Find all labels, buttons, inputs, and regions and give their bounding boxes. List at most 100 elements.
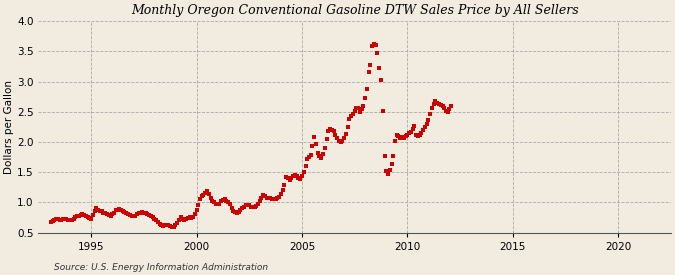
Point xyxy=(333,139,344,143)
Point xyxy=(437,104,448,109)
Point xyxy=(346,114,356,118)
Point xyxy=(296,174,307,178)
Point xyxy=(274,195,285,199)
Point xyxy=(365,62,376,67)
Point xyxy=(314,154,325,158)
Point xyxy=(446,103,456,108)
Point xyxy=(407,126,418,131)
Point xyxy=(147,215,158,219)
Point xyxy=(115,207,126,212)
Point xyxy=(167,224,178,229)
Point xyxy=(103,213,114,217)
Point xyxy=(439,106,450,110)
Point xyxy=(331,136,342,140)
Point xyxy=(330,133,341,137)
Point xyxy=(361,87,372,91)
Point xyxy=(51,216,61,221)
Point xyxy=(412,134,423,138)
Point xyxy=(354,109,365,114)
Point xyxy=(190,212,200,217)
Point xyxy=(214,201,225,206)
Point xyxy=(123,212,134,217)
Point xyxy=(371,43,381,48)
Point xyxy=(149,216,160,221)
Point xyxy=(130,213,140,218)
Point xyxy=(145,213,156,218)
Point xyxy=(219,197,230,202)
Point xyxy=(205,195,216,200)
Point xyxy=(70,215,81,219)
Point xyxy=(295,177,306,181)
Point xyxy=(95,209,105,213)
Point xyxy=(442,109,453,114)
Point xyxy=(181,217,192,221)
Point xyxy=(223,200,234,204)
Point xyxy=(156,223,167,227)
Point xyxy=(288,174,298,178)
Point xyxy=(356,107,367,112)
Point xyxy=(151,218,161,223)
Point xyxy=(423,117,434,122)
Point xyxy=(237,206,248,211)
Point xyxy=(433,102,444,106)
Point xyxy=(66,218,77,222)
Point xyxy=(246,204,256,209)
Point xyxy=(217,198,228,202)
Point xyxy=(173,218,184,223)
Point xyxy=(348,111,358,116)
Point xyxy=(284,178,295,182)
Point xyxy=(389,139,400,143)
Point xyxy=(342,125,353,129)
Point xyxy=(256,196,267,200)
Point xyxy=(263,195,274,200)
Point xyxy=(242,203,253,207)
Point xyxy=(290,173,300,177)
Point xyxy=(153,220,163,224)
Point xyxy=(179,218,190,223)
Point xyxy=(367,44,377,49)
Point xyxy=(112,207,123,212)
Point xyxy=(277,188,288,192)
Point xyxy=(427,105,437,110)
Point xyxy=(414,133,425,137)
Point xyxy=(425,111,435,116)
Point xyxy=(441,108,452,113)
Point xyxy=(360,96,371,100)
Point xyxy=(133,211,144,215)
Point xyxy=(80,213,91,218)
Point xyxy=(82,215,93,219)
Point xyxy=(260,194,271,199)
Point xyxy=(327,128,338,132)
Point xyxy=(221,198,232,203)
Point xyxy=(291,174,302,178)
Y-axis label: Dollars per Gallon: Dollars per Gallon xyxy=(4,80,14,174)
Point xyxy=(138,210,149,215)
Point xyxy=(302,157,313,161)
Point xyxy=(88,213,99,217)
Point xyxy=(344,117,355,121)
Point xyxy=(319,146,330,150)
Point xyxy=(393,134,404,138)
Point xyxy=(77,212,88,217)
Point xyxy=(404,131,414,136)
Point xyxy=(68,216,79,221)
Point xyxy=(54,218,65,223)
Point xyxy=(385,168,396,172)
Point xyxy=(207,199,218,203)
Point xyxy=(89,209,100,214)
Point xyxy=(293,175,304,180)
Point xyxy=(142,212,153,217)
Point xyxy=(228,209,239,213)
Point xyxy=(109,210,119,215)
Point xyxy=(105,213,116,218)
Point xyxy=(211,201,221,206)
Point xyxy=(92,208,103,212)
Point xyxy=(144,213,155,217)
Text: Source: U.S. Energy Information Administration: Source: U.S. Energy Information Administ… xyxy=(54,263,268,272)
Point xyxy=(226,206,237,210)
Point xyxy=(114,207,125,211)
Point xyxy=(392,133,402,137)
Point xyxy=(397,135,408,139)
Point xyxy=(261,196,272,200)
Point xyxy=(398,136,409,141)
